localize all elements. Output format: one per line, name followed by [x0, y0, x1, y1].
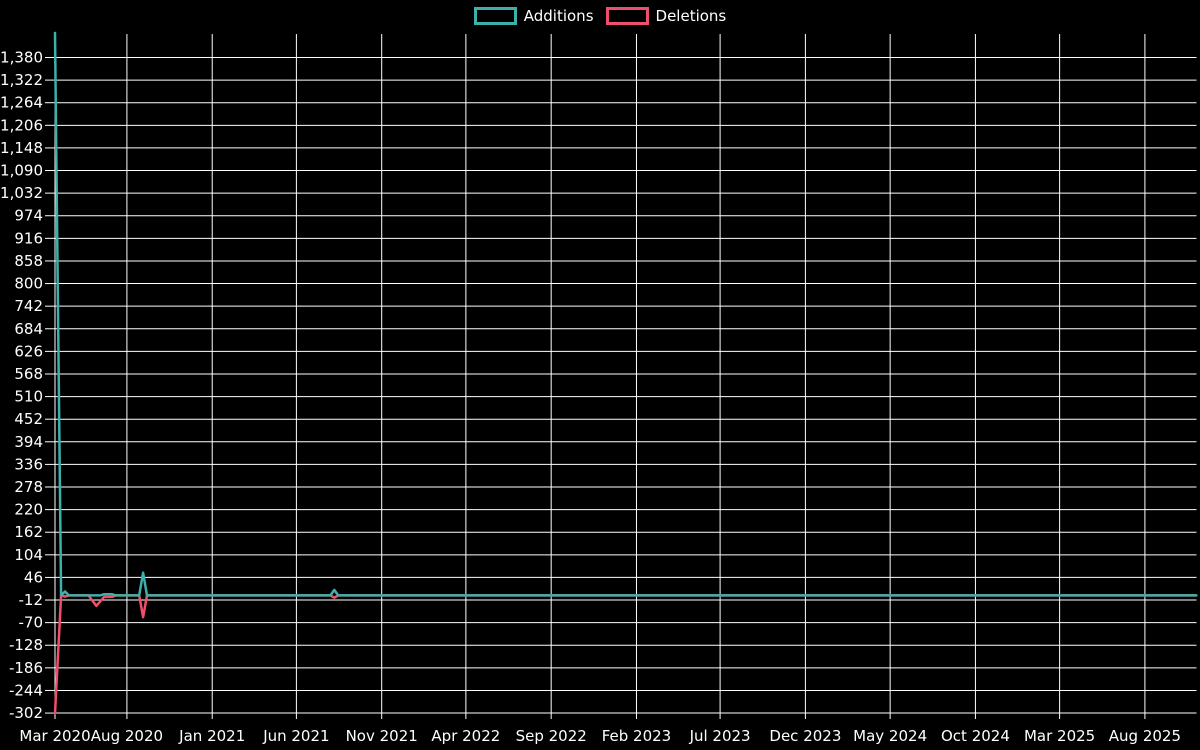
deletions-swatch-icon — [605, 7, 649, 25]
y-tick-label: 568 — [14, 365, 43, 383]
y-tick-label: 1,148 — [0, 139, 43, 157]
y-tick-label: -128 — [9, 636, 43, 654]
x-tick-label: Aug 2025 — [1109, 727, 1181, 745]
y-tick-label: -186 — [9, 659, 43, 677]
y-tick-label: 510 — [14, 388, 43, 406]
additions-line — [53, 31, 1198, 597]
y-axis-labels: 1,380 1,322 1,264 1,206 1,148 1,090 1,032 974 91… — [0, 49, 43, 723]
x-tick-label: Feb 2023 — [602, 727, 672, 745]
x-tick-label: Aug 2020 — [91, 727, 163, 745]
legend-item-additions[interactable]: Additions — [473, 7, 594, 25]
y-tick-label: 452 — [14, 410, 43, 428]
y-tick-label: 974 — [14, 207, 43, 225]
y-tick-label: 684 — [14, 320, 43, 338]
x-tick-label: May 2024 — [853, 727, 927, 745]
y-tick-label: 336 — [14, 455, 43, 473]
y-tick-label: 800 — [14, 275, 43, 293]
y-tick-label: 1,032 — [0, 184, 43, 202]
y-tick-label: -70 — [19, 614, 44, 632]
legend-label-deletions: Deletions — [655, 7, 727, 25]
y-tick-label: -302 — [9, 704, 43, 722]
x-tick-label: Oct 2024 — [941, 727, 1010, 745]
deletions-line — [53, 594, 1198, 715]
x-tick-label: Nov 2021 — [346, 727, 418, 745]
y-tick-label: 394 — [14, 433, 43, 451]
x-tick-label: Jun 2021 — [262, 727, 329, 745]
x-tick-label: Jan 2021 — [178, 727, 245, 745]
chart-legend: Additions Deletions — [0, 7, 1200, 25]
x-axis-labels: Mar 2020 Aug 2020 Jan 2021 Jun 2021 Nov 2021… — [19, 727, 1181, 745]
y-tick-label: 1,090 — [0, 162, 43, 180]
legend-item-deletions[interactable]: Deletions — [605, 7, 727, 25]
x-tick-label: Mar 2025 — [1024, 727, 1095, 745]
y-tick-label: 1,206 — [0, 116, 43, 134]
x-tick-label: Jul 2023 — [689, 727, 751, 745]
additions-swatch-icon — [473, 7, 517, 25]
y-tick-label: 220 — [14, 501, 43, 519]
y-tick-label: -12 — [19, 591, 44, 609]
y-tick-label: 742 — [14, 297, 43, 315]
vertical-gridlines — [54, 34, 1146, 719]
x-tick-label: Apr 2022 — [431, 727, 500, 745]
horizontal-gridlines — [55, 57, 1197, 714]
y-tick-label: 162 — [14, 523, 43, 541]
y-tick-label: 858 — [14, 252, 43, 270]
x-tick-label: Sep 2022 — [516, 727, 587, 745]
y-tick-label: 1,380 — [0, 49, 43, 67]
y-tick-label: 104 — [14, 546, 43, 564]
y-axis-ticks — [45, 57, 55, 714]
y-tick-label: 626 — [14, 342, 43, 360]
x-tick-label: Dec 2023 — [769, 727, 841, 745]
y-tick-label: 1,322 — [0, 71, 43, 89]
x-tick-label: Mar 2020 — [19, 727, 90, 745]
y-tick-label: 278 — [14, 478, 43, 496]
y-tick-label: -244 — [9, 681, 43, 699]
y-tick-label: 916 — [14, 229, 43, 247]
y-tick-label: 46 — [24, 568, 43, 586]
y-tick-label: 1,264 — [0, 94, 43, 112]
legend-label-additions: Additions — [523, 7, 594, 25]
